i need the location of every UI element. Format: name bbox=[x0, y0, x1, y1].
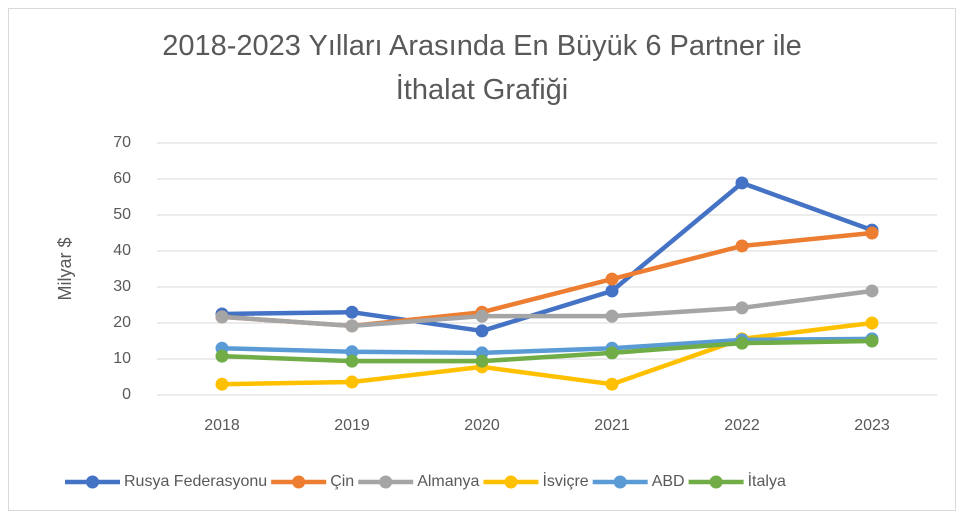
data-point bbox=[735, 336, 749, 350]
data-point bbox=[475, 324, 489, 338]
legend-label: Rusya Federasyonu bbox=[124, 473, 267, 490]
data-point bbox=[605, 377, 619, 391]
series-line bbox=[221, 288, 873, 329]
data-point bbox=[345, 305, 359, 319]
data-point bbox=[865, 316, 879, 330]
y-tick-label: 0 bbox=[122, 386, 131, 403]
data-point bbox=[345, 345, 359, 359]
legend-label: Almanya bbox=[417, 473, 479, 490]
data-point bbox=[735, 301, 749, 315]
legend-label: ABD bbox=[652, 473, 685, 490]
y-tick-label: 20 bbox=[113, 314, 131, 331]
x-tick-label: 2019 bbox=[334, 417, 370, 434]
data-point bbox=[475, 309, 489, 323]
legend-label: İtalya bbox=[748, 471, 786, 490]
data-point bbox=[605, 309, 619, 323]
data-point bbox=[215, 310, 229, 324]
chart-border bbox=[8, 8, 956, 511]
data-point bbox=[735, 176, 749, 190]
legend-label: İsviçre bbox=[542, 471, 588, 490]
data-point bbox=[865, 284, 879, 298]
data-point bbox=[345, 319, 359, 333]
legend-marker bbox=[504, 475, 518, 489]
x-tick-label: 2020 bbox=[464, 417, 500, 434]
data-point bbox=[345, 354, 359, 368]
data-point bbox=[605, 346, 619, 360]
x-tick-label: 2018 bbox=[204, 417, 240, 434]
y-tick-label: 70 bbox=[113, 134, 131, 151]
legend-marker bbox=[709, 475, 723, 489]
y-tick-label: 30 bbox=[113, 278, 131, 295]
data-point bbox=[215, 377, 229, 391]
data-point bbox=[735, 239, 749, 253]
y-tick-label: 60 bbox=[113, 170, 131, 187]
x-tick-label: 2021 bbox=[594, 417, 630, 434]
data-point bbox=[605, 284, 619, 298]
legend-marker bbox=[292, 475, 306, 489]
data-point bbox=[865, 334, 879, 348]
chart-title: 2018-2023 Yılları Arasında En Büyük 6 Pa… bbox=[162, 30, 802, 106]
y-axis-label: Milyar $ bbox=[55, 237, 75, 300]
y-tick-label: 40 bbox=[113, 242, 131, 259]
series-line bbox=[221, 180, 873, 334]
x-tick-label: 2022 bbox=[724, 417, 760, 434]
x-tick-label: 2023 bbox=[854, 417, 890, 434]
data-point bbox=[865, 226, 879, 240]
series-line bbox=[221, 338, 873, 364]
data-point bbox=[345, 375, 359, 389]
data-point bbox=[605, 272, 619, 286]
y-tick-label: 50 bbox=[113, 206, 131, 223]
data-point bbox=[215, 349, 229, 363]
data-point bbox=[475, 354, 489, 368]
y-tick-label: 10 bbox=[113, 350, 131, 367]
legend-marker bbox=[86, 475, 99, 489]
legend-label: Çin bbox=[330, 473, 354, 490]
series-line bbox=[221, 320, 873, 387]
legend-marker bbox=[379, 475, 393, 489]
series-line bbox=[221, 336, 873, 356]
legend-marker bbox=[613, 475, 627, 489]
